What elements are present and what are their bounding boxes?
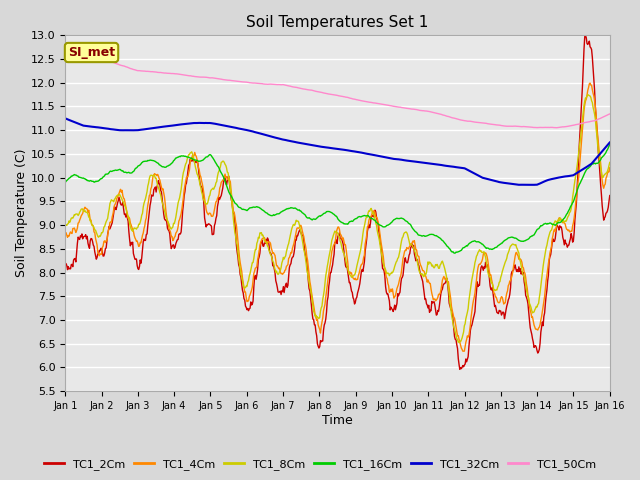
Text: SI_met: SI_met (68, 46, 115, 59)
X-axis label: Time: Time (322, 414, 353, 427)
Legend: TC1_2Cm, TC1_4Cm, TC1_8Cm, TC1_16Cm, TC1_32Cm, TC1_50Cm: TC1_2Cm, TC1_4Cm, TC1_8Cm, TC1_16Cm, TC1… (40, 455, 600, 474)
Y-axis label: Soil Temperature (C): Soil Temperature (C) (15, 149, 28, 277)
Title: Soil Temperatures Set 1: Soil Temperatures Set 1 (246, 15, 429, 30)
